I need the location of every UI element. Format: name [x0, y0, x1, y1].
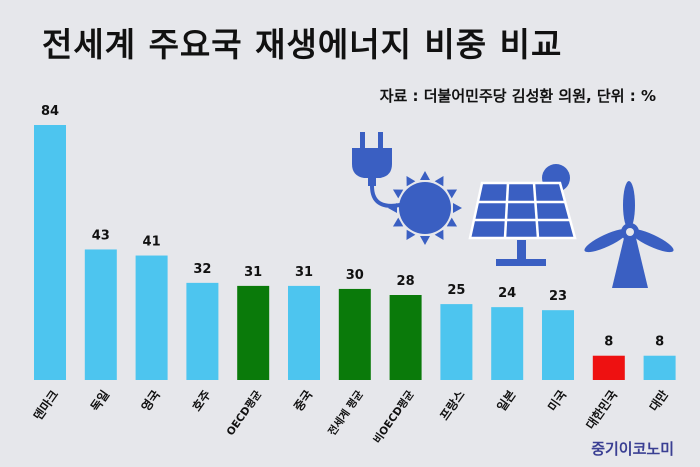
bar-3: [186, 282, 219, 380]
bar-12: [643, 355, 676, 380]
data-label-10: 23: [549, 289, 567, 304]
data-label-12: 8: [655, 335, 664, 350]
sun-icon: [388, 171, 462, 245]
bar-0: [34, 125, 66, 380]
bar-10: [542, 310, 574, 380]
bar-4: [237, 285, 270, 380]
bar-11: [592, 355, 625, 380]
bar-7: [389, 295, 422, 380]
tick-label-6: 전세계 평균: [325, 388, 366, 438]
wind-turbine-icon: [584, 181, 674, 288]
tick-label-3: 호주: [190, 388, 214, 414]
tick-label-10: 미국: [544, 387, 569, 414]
data-label-2: 41: [143, 235, 161, 250]
tick-label-8: 프랑스: [437, 388, 467, 423]
tick-label-11: 대한민국: [583, 387, 621, 432]
tick-label-2: 영국: [138, 387, 163, 414]
data-label-8: 25: [447, 283, 465, 298]
solar-panel-icon: [468, 164, 577, 266]
data-label-3: 32: [193, 262, 211, 277]
bar-5: [288, 285, 320, 380]
bar-1: [84, 249, 117, 380]
bar-2: [135, 255, 168, 380]
tick-label-4: OECD평균: [224, 388, 265, 438]
tick-label-7: 비OECD평균: [371, 388, 417, 446]
source-note: 자료 : 더불어민주당 김성환 의원, 단위 : %: [379, 87, 656, 105]
data-label-4: 31: [244, 265, 262, 280]
data-label-1: 43: [92, 228, 110, 243]
data-label-5: 31: [295, 265, 313, 280]
tick-label-1: 독일: [88, 388, 112, 414]
bar-6: [338, 288, 371, 380]
data-label-6: 30: [346, 268, 364, 283]
data-label-11: 8: [604, 335, 613, 350]
tick-label-0: 덴마크: [30, 387, 61, 423]
data-label-9: 24: [498, 286, 516, 301]
tick-label-9: 일본: [494, 388, 518, 414]
bar-8: [440, 304, 473, 380]
data-label-7: 28: [397, 274, 415, 289]
bar-9: [491, 307, 524, 380]
chart-title: 전세계 주요국 재생에너지 비중 비교: [42, 25, 563, 64]
tick-label-5: 중국: [291, 388, 315, 414]
data-label-0: 84: [41, 104, 59, 119]
brand-logo: 중기이코노미: [591, 440, 674, 458]
tick-label-12: 대만: [646, 387, 671, 414]
